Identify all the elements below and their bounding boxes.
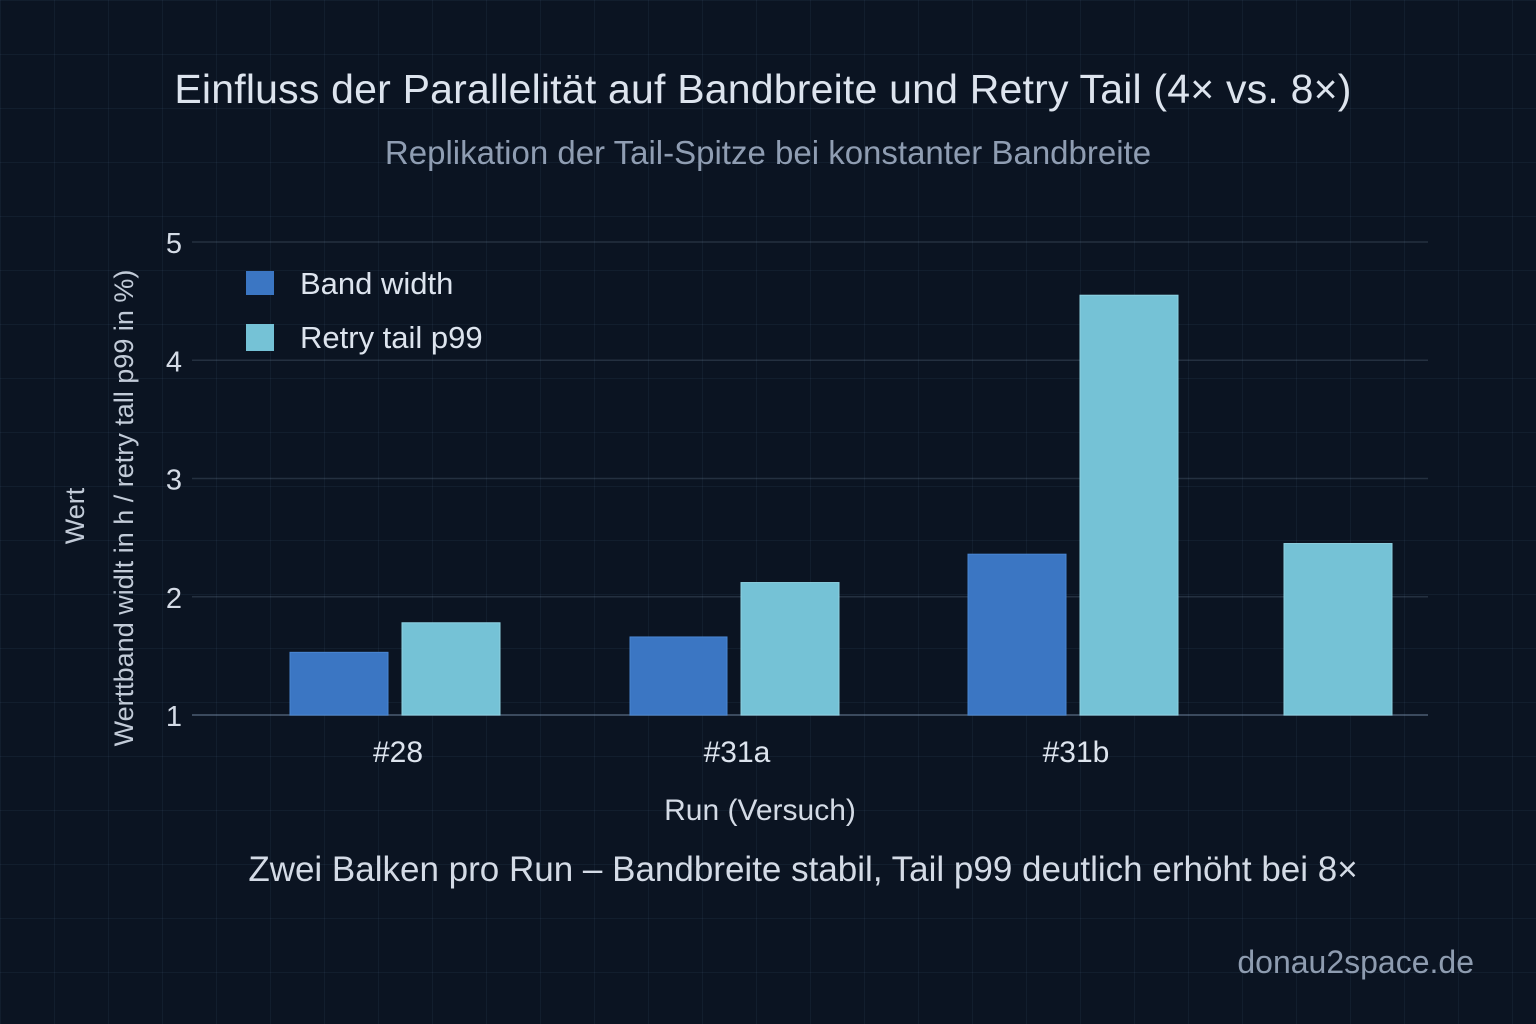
y-tick-label: 3 [166,465,182,497]
x-axis-ticks: #28 #31a #31b [373,736,1109,769]
x-tick-label: #31b [1043,736,1110,769]
bar-bandwidth-28 [289,651,389,716]
chart-subtitle: Replikation der Tail-Spitze bei konstant… [384,134,1152,171]
legend-label-retry-tail: Retry tail p99 [300,320,483,355]
legend-label-bandwidth: Band width [300,266,453,301]
legend: Band width Retry tail p99 [246,266,483,355]
y-axis-label-inner: Werttband widlt in h / retry tall p99 in… [109,270,139,747]
chart-title: Einfluss der Parallelität auf Bandbreite… [174,66,1352,112]
y-tick-label: 4 [166,346,182,378]
y-axis-label-outer: Wert [60,487,90,544]
bar-bandwidth-31a [629,636,728,716]
y-tick-label: 2 [166,583,182,615]
bar-retry-tail-31b [1079,294,1179,716]
chart-caption: Zwei Balken pro Run – Bandbreite stabil,… [248,850,1358,889]
bar-retry-tail-31a [740,582,840,716]
legend-swatch-retry-tail [246,324,274,351]
legend-swatch-bandwidth [246,271,274,295]
x-tick-label: #31a [704,736,771,769]
bar-bandwidth-31b [967,553,1067,716]
x-tick-label: #28 [373,736,423,769]
x-axis-label: Run (Versuch) [664,794,856,827]
y-tick-label: 5 [166,228,182,260]
bars [289,294,1393,716]
y-tick-label: 1 [166,701,182,733]
watermark: donau2space.de [1237,944,1474,980]
bar-retry-tail-unlabeled [1283,543,1393,716]
bar-retry-tail-28 [401,622,501,716]
y-axis-ticks: 1 2 3 4 5 [166,228,182,733]
